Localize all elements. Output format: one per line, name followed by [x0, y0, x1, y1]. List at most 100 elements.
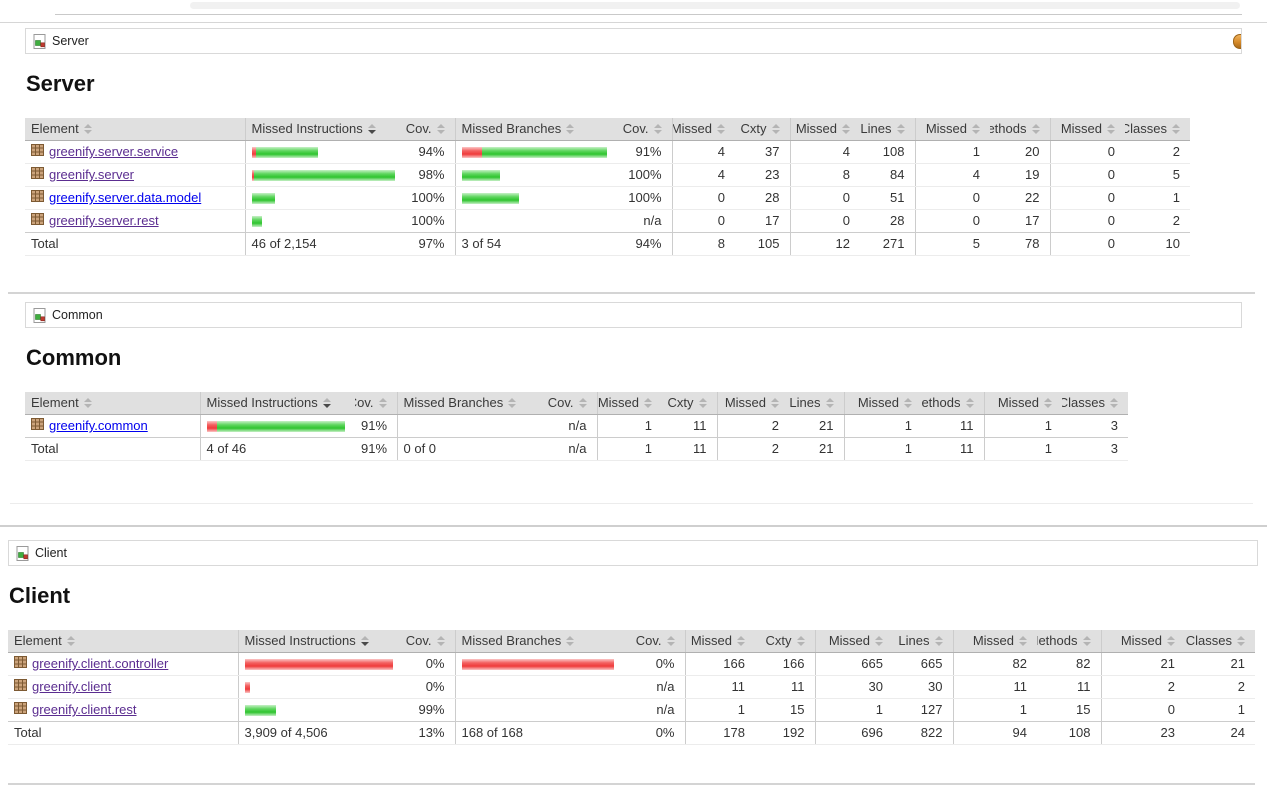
sort-down-arrow	[842, 130, 850, 134]
column-header-label: Cov.	[405, 121, 432, 136]
column-header-missed[interactable]: Missed	[716, 392, 789, 415]
package-link[interactable]: greenify.common	[49, 418, 148, 433]
missed-branches-bar	[461, 192, 608, 204]
column-header-methods[interactable]: Methods	[922, 392, 984, 415]
column-header-missed-instructions[interactable]: Missed Instructions	[237, 630, 403, 653]
total-branches-cell: 0 of 0	[396, 437, 547, 461]
total-count-cell: 20	[990, 140, 1050, 164]
total-count-cell: 21	[789, 437, 844, 461]
column-header-element[interactable]: Element	[8, 630, 238, 653]
column-header-content: Classes	[1125, 121, 1180, 137]
column-header-missed[interactable]: Missed	[684, 630, 755, 653]
total-count-cell: 11	[922, 437, 984, 461]
column-header-missed[interactable]: Missed	[952, 630, 1037, 653]
column-header-missed[interactable]: Missed	[914, 118, 990, 141]
package-link[interactable]: greenify.server.data.model	[49, 190, 202, 205]
sort-up-arrow	[566, 636, 575, 640]
column-header-cov-[interactable]: Cov.	[617, 118, 672, 141]
column-header-missed-instructions[interactable]: Missed Instructions	[199, 392, 355, 415]
sort-down-arrow	[825, 404, 834, 408]
column-header-missed[interactable]: Missed	[814, 630, 893, 653]
package-entry: greenify.server.service	[31, 144, 235, 160]
column-header-missed-branches[interactable]: Missed Branches	[396, 392, 547, 415]
total-missed-cell: 12	[789, 232, 860, 256]
column-header-classes[interactable]: Classes	[1062, 392, 1128, 415]
column-header-content: Missed	[673, 121, 725, 137]
column-header-content: Missed Branches	[462, 633, 616, 649]
total-count-cell: 19	[990, 163, 1050, 187]
column-header-missed[interactable]: Missed	[1049, 118, 1125, 141]
missed-count-cell: 0	[1049, 186, 1125, 210]
column-header-missed[interactable]: Missed	[983, 392, 1062, 415]
branch-coverage-cell: 100%	[617, 186, 672, 210]
package-link[interactable]: greenify.server.rest	[49, 213, 159, 228]
column-header-missed[interactable]: Missed	[789, 118, 860, 141]
column-header-lines[interactable]: Lines	[860, 118, 915, 141]
package-link[interactable]: greenify.server.service	[49, 144, 179, 159]
column-header-lines[interactable]: Lines	[893, 630, 953, 653]
total-missed-cell: 178	[684, 721, 755, 745]
column-header-classes[interactable]: Classes	[1125, 118, 1190, 141]
column-header-classes[interactable]: Classes	[1185, 630, 1255, 653]
column-header-cov-[interactable]: Cov.	[355, 392, 397, 415]
total-count-cell: 665	[893, 652, 953, 676]
missed-bar-segment	[251, 146, 256, 158]
total-count-cell: 3	[1110, 418, 1118, 433]
column-header-element[interactable]: Element	[25, 392, 200, 415]
package-link[interactable]: greenify.client.rest	[32, 702, 137, 717]
coverage-table: Element Missed Instructions Cov. Missed Bra…	[25, 392, 1128, 461]
instruction-coverage-cell: 94%	[405, 140, 455, 164]
total-count-cell: 17	[1025, 213, 1040, 228]
column-header-missed[interactable]: Missed	[1100, 630, 1185, 653]
column-header-missed-branches[interactable]: Missed Branches	[454, 630, 625, 653]
column-header-content: Cxty	[741, 121, 780, 137]
sort-icon	[904, 398, 912, 408]
session-icon[interactable]	[1233, 34, 1241, 49]
column-header-label: Missed	[724, 395, 766, 410]
column-header-cov-[interactable]: Cov.	[403, 630, 455, 653]
column-header-missed[interactable]: Missed	[843, 392, 922, 415]
total-missed-cell: 5	[914, 232, 990, 256]
column-header-label: Cxty	[740, 121, 767, 136]
sort-down-arrow	[566, 642, 575, 646]
sort-up-arrow	[644, 398, 652, 402]
column-header-label: Missed	[997, 395, 1039, 410]
column-header-missed-instructions[interactable]: Missed Instructions	[244, 118, 405, 141]
instruction-coverage-cell: 0%	[403, 675, 455, 699]
breadcrumb-label: Common	[52, 308, 103, 322]
sort-up-arrow	[842, 124, 850, 128]
total-instruction-coverage-cell: 13%	[403, 721, 455, 745]
column-header-label: Cov.	[622, 121, 649, 136]
sort-icon	[83, 398, 92, 408]
sort-icon	[566, 636, 575, 646]
column-header-cov-[interactable]: Cov.	[625, 630, 685, 653]
covered-bar-segment	[244, 704, 276, 716]
column-header-cov-[interactable]: Cov.	[547, 392, 597, 415]
column-header-label: Cxty	[667, 395, 694, 410]
column-header-cxty[interactable]: Cxty	[735, 118, 790, 141]
column-header-label: Missed	[925, 121, 967, 136]
column-header-missed[interactable]: Missed	[596, 392, 662, 415]
total-count-cell: 1	[1237, 702, 1245, 717]
sort-up-arrow	[972, 124, 980, 128]
column-header-cxty[interactable]: Cxty	[755, 630, 815, 653]
package-link[interactable]: greenify.server	[49, 167, 135, 182]
sort-down-arrow	[83, 404, 92, 408]
column-header-missed-branches[interactable]: Missed Branches	[454, 118, 617, 141]
column-header-element[interactable]: Element	[25, 118, 245, 141]
column-header-lines[interactable]: Lines	[789, 392, 844, 415]
separator-bottom	[8, 783, 1255, 785]
package-link[interactable]: greenify.client	[32, 679, 112, 694]
column-header-methods[interactable]: Methods	[990, 118, 1050, 141]
column-header-cxty[interactable]: Cxty	[662, 392, 717, 415]
column-header-cov-[interactable]: Cov.	[405, 118, 455, 141]
element-cell: greenify.server.data.model	[25, 186, 245, 210]
column-header-label: Missed	[690, 633, 732, 648]
missed-count-cell: 11	[952, 675, 1037, 699]
sort-down-arrow	[737, 642, 745, 646]
column-header-content: Missed	[851, 395, 912, 411]
column-header-methods[interactable]: Methods	[1037, 630, 1101, 653]
column-header-missed[interactable]: Missed	[671, 118, 735, 141]
column-header-label: Missed Branches	[403, 395, 504, 410]
package-link[interactable]: greenify.client.controller	[32, 656, 169, 671]
